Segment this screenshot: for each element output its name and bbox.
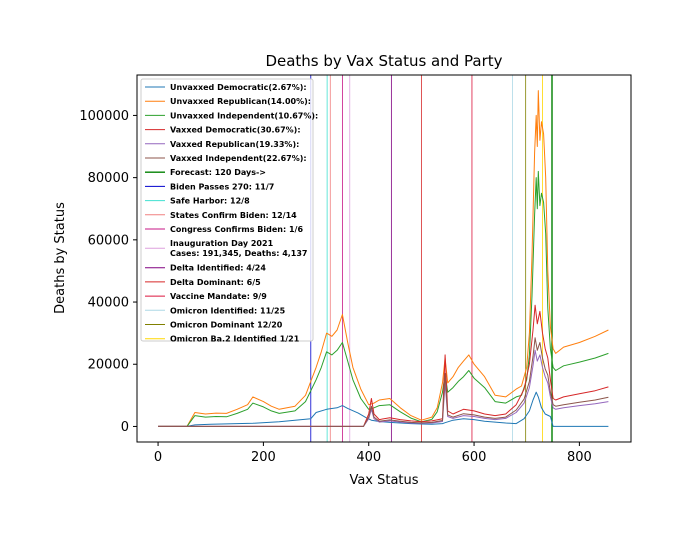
plot-frame bbox=[136, 74, 632, 443]
series-line-5 bbox=[158, 337, 609, 427]
legend-label-4: Vaxxed Republican(19.33%): bbox=[170, 140, 299, 149]
legend-label-11: Inauguration Day 2021 bbox=[170, 239, 274, 248]
x-tick-label-2: 400 bbox=[356, 450, 381, 465]
x-tick-label-4: 800 bbox=[567, 450, 592, 465]
y-tick-label-4: 80000 bbox=[88, 171, 129, 186]
series-line-4 bbox=[158, 349, 609, 427]
y-tick-label-2: 40000 bbox=[88, 296, 129, 311]
legend-label-12: Delta Identified: 4/24 bbox=[170, 264, 266, 273]
series-lines bbox=[158, 90, 609, 427]
legend-label-7: Biden Passes 270: 11/7 bbox=[170, 182, 274, 191]
legend-label-9: States Confirm Biden: 12/14 bbox=[170, 211, 297, 220]
legend-label-0: Unvaxxed Democratic(2.67%): bbox=[170, 83, 307, 92]
x-tick-label-1: 200 bbox=[251, 450, 276, 465]
series-line-1 bbox=[158, 90, 609, 427]
y-axis: 0 20000 40000 60000 80000 100000 bbox=[79, 109, 137, 435]
legend-label-14: Vaccine Mandate: 9/9 bbox=[170, 292, 267, 301]
legend-label-13: Delta Dominant: 6/5 bbox=[170, 278, 261, 287]
y-tick-label-1: 20000 bbox=[88, 358, 129, 373]
legend-label-10: Congress Confirms Biden: 1/6 bbox=[170, 225, 303, 234]
y-tick-label-0: 0 bbox=[121, 420, 129, 435]
legend-label-15: Omicron Identified: 11/25 bbox=[170, 306, 286, 315]
legend: Unvaxxed Democratic(2.67%): Unvaxxed Repu… bbox=[140, 78, 318, 344]
y-tick-label-3: 60000 bbox=[88, 233, 129, 248]
legend-label-6: Forecast: 120 Days-> bbox=[170, 168, 266, 177]
legend-box bbox=[140, 78, 314, 342]
legend-label-8: Safe Harbor: 12/8 bbox=[170, 197, 250, 206]
x-tick-label-0: 0 bbox=[154, 450, 162, 465]
legend-label-5: Vaxxed Independent(22.67%): bbox=[170, 154, 307, 163]
legend-label-2: Unvaxxed Independent(10.67%): bbox=[170, 111, 318, 120]
legend-label-11-line2: Cases: 191,345, Deaths: 4,137 bbox=[170, 249, 308, 258]
legend-label-3: Vaxxed Democratic(30.67%): bbox=[170, 126, 301, 135]
y-tick-label-5: 100000 bbox=[79, 109, 129, 124]
chart-title: Deaths by Vax Status and Party bbox=[265, 52, 502, 70]
series-line-2 bbox=[158, 170, 609, 427]
series-line-3 bbox=[158, 304, 609, 427]
legend-label-17: Omicron Ba.2 Identified 1/21 bbox=[170, 335, 300, 344]
y-axis-label: Deaths by Status bbox=[53, 202, 68, 314]
series-line-0 bbox=[158, 391, 609, 427]
event-lines bbox=[310, 75, 553, 442]
legend-label-1: Unvaxxed Republican(14.00%): bbox=[170, 97, 311, 106]
x-axis-label: Vax Status bbox=[349, 473, 418, 488]
x-tick-label-3: 600 bbox=[462, 450, 487, 465]
legend-label-16: Omicron Dominant 12/20 bbox=[170, 321, 283, 330]
x-axis: 0 200 400 600 800 bbox=[154, 442, 592, 465]
